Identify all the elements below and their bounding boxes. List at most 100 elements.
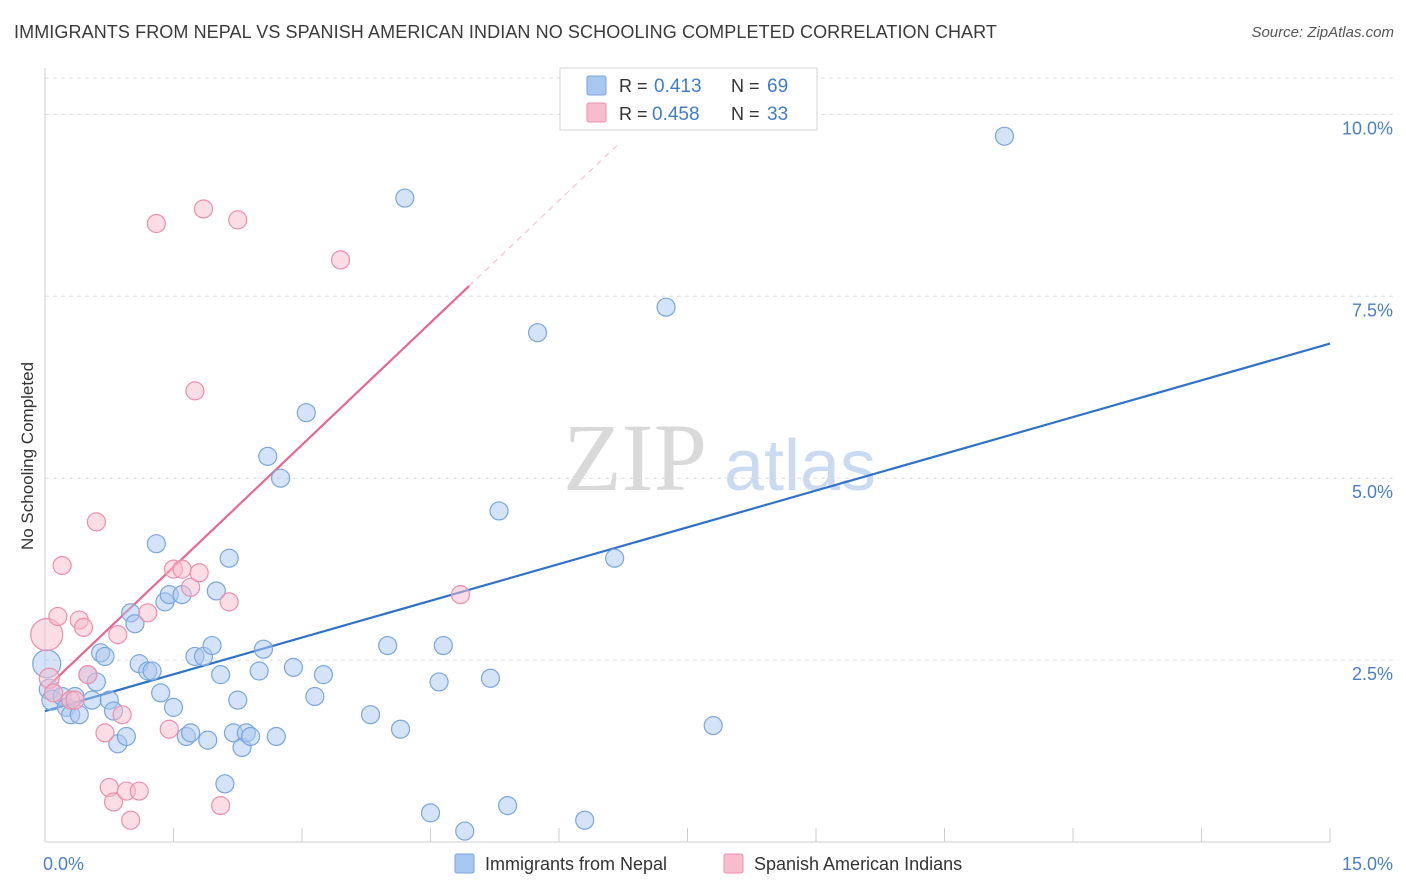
point-pink [211,796,231,816]
point-pink [181,577,201,597]
legend-n-value-2: 33 [767,104,788,125]
legend-r-label-2: R = [619,104,648,124]
watermark-zip: ZIP [563,404,707,511]
point-blue [994,126,1015,146]
point-pink [73,617,94,637]
tick-labels: 2.5% 5.0% 7.5% 10.0% 0.0% 15.0% [43,118,1393,874]
point-blue [270,468,291,488]
legend-r-label-1: R = [619,76,648,96]
point-blue [656,297,676,317]
trend-line-extension-pink [468,143,620,287]
point-blue [283,657,304,677]
point-pink [189,563,209,583]
trend-line-pink [44,285,470,690]
point-blue [266,726,286,747]
y-tick-label: 2.5% [1352,664,1393,684]
point-blue [228,690,248,710]
point-blue [202,635,222,656]
point-pink [86,512,107,532]
point-pink [450,585,471,605]
point-blue [433,635,453,656]
point-pink [65,690,85,710]
point-blue [703,715,723,736]
trend-line-blue [44,342,1331,713]
point-blue [605,548,625,568]
chart-title: IMMIGRANTS FROM NEPAL VS SPANISH AMERICA… [14,22,998,42]
source-credit: Source: ZipAtlas.com [1251,24,1394,41]
point-blue [125,614,145,634]
legend-n-label-1: N = [731,76,760,96]
point-blue [360,705,381,725]
point-pink [95,723,115,743]
point-blue [390,719,411,739]
y-tick-label: 10.0% [1342,118,1393,138]
point-blue [480,668,501,688]
point-blue [142,661,162,681]
point-blue [146,534,166,554]
bottom-legend-label-spanish-american-indians: Spanish American Indians [754,854,962,874]
correlation-legend: R = 0.413 N = 69 R = 0.458 N = 33 [559,67,818,131]
axes [44,68,1331,843]
point-blue [429,672,449,692]
point-pink [121,810,141,830]
series-legend: Immigrants from Nepal Spanish American I… [454,853,962,874]
point-blue [206,581,226,601]
point-blue [241,726,261,747]
point-pink [48,606,68,627]
x-tick-label: 0.0% [43,854,84,874]
point-blue [95,646,115,667]
point-pink [103,792,124,812]
legend-swatch-nepal [586,75,607,96]
point-pink [330,250,351,270]
point-pink [43,683,64,703]
point-pink [112,705,132,725]
point-blue [489,501,509,521]
watermark-atlas: atlas [724,426,876,506]
point-blue [219,548,239,568]
point-blue [455,821,475,841]
bottom-legend-label-nepal: Immigrants from Nepal [485,854,667,874]
point-pink [78,665,98,685]
point-blue [82,690,102,710]
point-blue [420,803,441,823]
point-pink [30,618,64,652]
point-blue [198,730,218,750]
point-pink [185,381,205,401]
point-pink [108,625,128,645]
point-pink [52,555,72,576]
point-blue [527,323,548,343]
point-pink [129,781,149,801]
y-tick-label: 5.0% [1352,482,1393,502]
point-pink [193,199,214,219]
legend-r-value-2: 0.458 [652,104,700,125]
point-pink [138,603,158,623]
grid [45,77,1395,661]
point-blue [151,683,171,703]
legend-n-label-2: N = [731,104,760,124]
point-blue [215,774,235,794]
watermark: ZIP atlas [563,404,876,511]
point-blue [253,639,274,659]
point-pink [172,559,192,579]
point-pink [219,592,239,612]
data-points [30,126,1015,841]
point-blue [575,810,595,830]
point-blue [116,726,136,747]
point-pink [159,719,179,739]
point-blue [211,665,231,685]
point-blue [296,403,316,423]
legend-r-value-1: 0.413 [654,76,702,97]
point-pink [146,213,166,234]
point-blue [395,188,415,208]
legend-n-value-1: 69 [767,76,788,97]
x-tick-label: 15.0% [1342,854,1393,874]
point-blue [378,635,398,656]
bottom-legend-swatch-spanish-american-indians [723,853,744,874]
point-blue [305,686,325,707]
point-blue [181,723,201,743]
legend-swatch-spanish-american-indians [586,102,607,123]
point-blue [313,665,334,685]
y-tick-label: 7.5% [1352,300,1393,320]
point-pink [228,210,248,230]
